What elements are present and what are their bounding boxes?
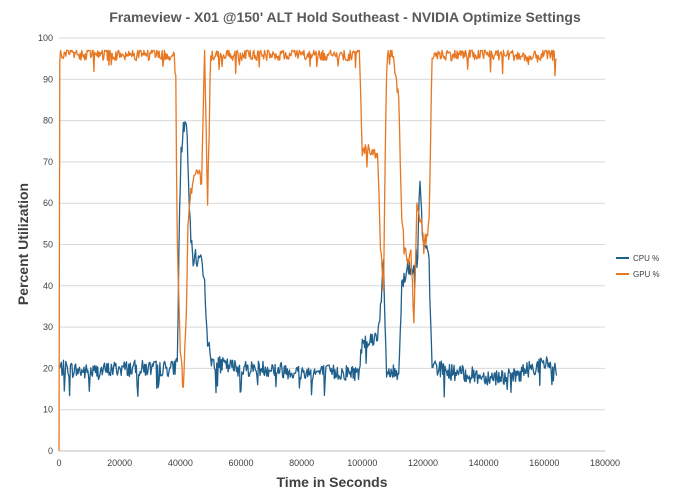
y-axis-title: Percent Utilization <box>15 183 31 305</box>
legend: CPU % GPU % <box>616 254 660 279</box>
x-tick-label: 0 <box>56 458 61 468</box>
y-tick-label: 80 <box>43 116 53 126</box>
x-tick-label: 160000 <box>529 458 559 468</box>
y-tick-label: 0 <box>48 446 53 456</box>
grid-lines <box>59 37 605 452</box>
x-axis-title: Time in Seconds <box>277 474 388 490</box>
y-tick-label: 60 <box>43 198 53 208</box>
x-tick-label: 20000 <box>107 458 132 468</box>
x-tick-label: 180000 <box>590 458 620 468</box>
y-tick-label: 90 <box>43 74 53 84</box>
legend-label-0: CPU % <box>633 254 659 263</box>
series-lines <box>58 49 558 451</box>
x-axis-ticks: 0 20000 40000 60000 80000 100000 120000 140000 1… <box>56 458 620 468</box>
legend-label-1: GPU % <box>633 270 660 279</box>
y-axis-ticks: 0 10 20 30 40 50 60 70 80 90 100 <box>38 33 53 456</box>
y-tick-label: 40 <box>43 281 53 291</box>
y-tick-label: 50 <box>43 240 53 250</box>
x-tick-label: 40000 <box>168 458 193 468</box>
x-tick-label: 100000 <box>347 458 377 468</box>
y-tick-label: 30 <box>43 322 53 332</box>
x-tick-label: 140000 <box>469 458 499 468</box>
x-tick-label: 60000 <box>228 458 253 468</box>
y-tick-label: 100 <box>38 33 53 43</box>
x-tick-label: 80000 <box>289 458 314 468</box>
series-line-1 <box>58 49 558 451</box>
series-line-0 <box>58 121 558 398</box>
y-tick-label: 70 <box>43 157 53 167</box>
y-tick-label: 10 <box>43 405 53 415</box>
chart-title: Frameview - X01 @150' ALT Hold Southeast… <box>109 9 581 25</box>
x-tick-label: 120000 <box>408 458 438 468</box>
y-tick-label: 20 <box>43 363 53 373</box>
